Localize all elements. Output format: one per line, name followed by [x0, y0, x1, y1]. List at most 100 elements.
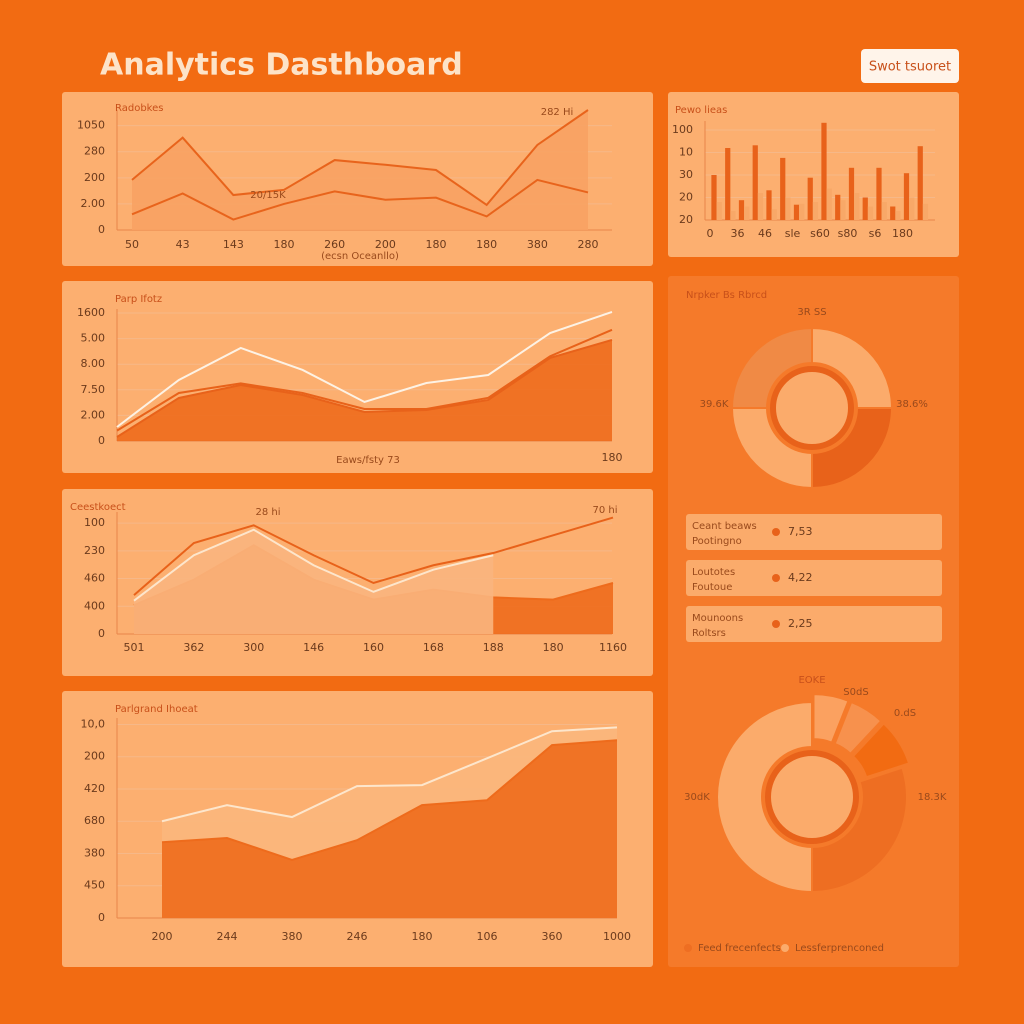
pie-slice — [716, 700, 813, 894]
stat-label: Mounoons — [692, 613, 743, 624]
stat-sublabel: Foutoue — [692, 582, 732, 593]
x-tick-label: 180 — [412, 930, 433, 943]
x-tick-label: 188 — [483, 641, 504, 654]
legend-label: Lessferprenconed — [795, 943, 884, 954]
x-tick-label: 244 — [217, 930, 238, 943]
stat-row: Ceant beaws Pootingno 7,53 — [686, 514, 942, 550]
x-tick-label: 1160 — [599, 641, 627, 654]
pie-slice — [851, 722, 911, 779]
x-tick-label: 246 — [347, 930, 368, 943]
x-tick-label: 180 — [476, 238, 497, 251]
line — [131, 109, 589, 207]
bar — [793, 204, 800, 220]
y-tick-label: 2.00 — [81, 408, 106, 421]
panel — [62, 489, 653, 676]
donut-hole — [770, 366, 854, 450]
x-tick-label: s60 — [810, 227, 830, 240]
bar — [725, 148, 731, 220]
y-tick-label: 0 — [98, 223, 105, 236]
stat-dot — [772, 528, 780, 536]
chart-title: Pewo lieas — [675, 105, 727, 116]
x-tick-label: s80 — [838, 227, 858, 240]
annotation: 70 hi — [592, 505, 617, 516]
line — [161, 739, 618, 861]
area — [162, 740, 617, 918]
area — [132, 110, 588, 230]
bar — [785, 197, 791, 220]
x-tick-label: 46 — [758, 227, 772, 240]
line — [116, 311, 613, 428]
stat-value: 4,22 — [788, 571, 813, 584]
x-tick-label: 1000 — [603, 930, 631, 943]
bar — [840, 200, 846, 220]
line — [131, 178, 589, 221]
bar — [738, 200, 745, 220]
line — [161, 726, 618, 823]
bar — [848, 167, 855, 220]
button-bg[interactable] — [861, 49, 959, 83]
x-tick-label: 0 — [707, 227, 714, 240]
dashboard-title: Analytics Dasthboard — [100, 48, 463, 83]
y-tick-label: 0 — [98, 434, 105, 447]
stat-value: 2,25 — [788, 617, 813, 630]
stat-dot — [772, 574, 780, 582]
x-tick-label: 146 — [303, 641, 324, 654]
chart-title: Parp Ifotz — [115, 294, 162, 305]
x-tick-label: 260 — [324, 238, 345, 251]
x-tick-label: 160 — [363, 641, 384, 654]
y-tick-label: 5.00 — [81, 332, 106, 345]
annotation: 20/15K — [250, 190, 286, 201]
x-tick-label: 280 — [578, 238, 599, 251]
stat-dot — [772, 620, 780, 628]
y-tick-label: 0 — [98, 627, 105, 640]
chart-title: EOKE — [798, 675, 825, 686]
line — [116, 328, 613, 432]
chart-title: Parlgrand Ihoeat — [115, 704, 198, 715]
stat-value: 7,53 — [788, 525, 813, 538]
y-tick-label: 280 — [84, 145, 105, 158]
bar — [744, 206, 750, 220]
x-tick-label: 180 — [274, 238, 295, 251]
pie-slice — [812, 693, 850, 744]
x-tick-label: 106 — [477, 930, 498, 943]
x-tick-label: 180 — [426, 238, 447, 251]
line — [133, 516, 614, 596]
x-tick-label: 380 — [527, 238, 548, 251]
line — [133, 528, 494, 602]
button[interactable]: Swot tsuoret — [861, 49, 959, 83]
pie-slice — [833, 700, 883, 756]
y-tick-label: 420 — [84, 782, 105, 795]
y-tick-label: 200 — [84, 171, 105, 184]
x-tick-label: 380 — [282, 930, 303, 943]
chart-title: Ceestkoect — [70, 502, 126, 513]
x-tick-label: sle — [785, 227, 801, 240]
bar — [766, 190, 772, 220]
annotation: 30dK — [684, 792, 710, 803]
y-tick-label: 10,0 — [81, 717, 106, 730]
y-tick-label: 0 — [98, 911, 105, 924]
stat-sublabel: Roltsrs — [692, 628, 726, 639]
x-tick-label: 200 — [375, 238, 396, 251]
annotation: S0dS — [843, 687, 868, 698]
area — [117, 339, 612, 441]
x-tick-label: 180 — [602, 451, 623, 464]
button-label[interactable]: Swot tsuoret — [869, 60, 951, 75]
bar — [903, 173, 910, 220]
stat-label: Ceant beaws — [692, 521, 757, 532]
y-tick-label: 1050 — [77, 119, 105, 132]
x-tick-label: 180 — [892, 227, 913, 240]
x-tick-label: 200 — [152, 930, 173, 943]
bar — [730, 211, 736, 220]
y-tick-label: 230 — [84, 544, 105, 557]
bar — [862, 197, 868, 220]
stat-row: Loutotes Foutoue 4,22 — [686, 560, 942, 596]
legend-swatch — [684, 944, 692, 952]
bar — [807, 177, 813, 220]
bar — [812, 202, 819, 220]
bar — [895, 211, 901, 220]
bar — [799, 203, 805, 220]
x-tick-label: 180 — [543, 641, 564, 654]
annotation: 3R SS — [797, 307, 826, 318]
